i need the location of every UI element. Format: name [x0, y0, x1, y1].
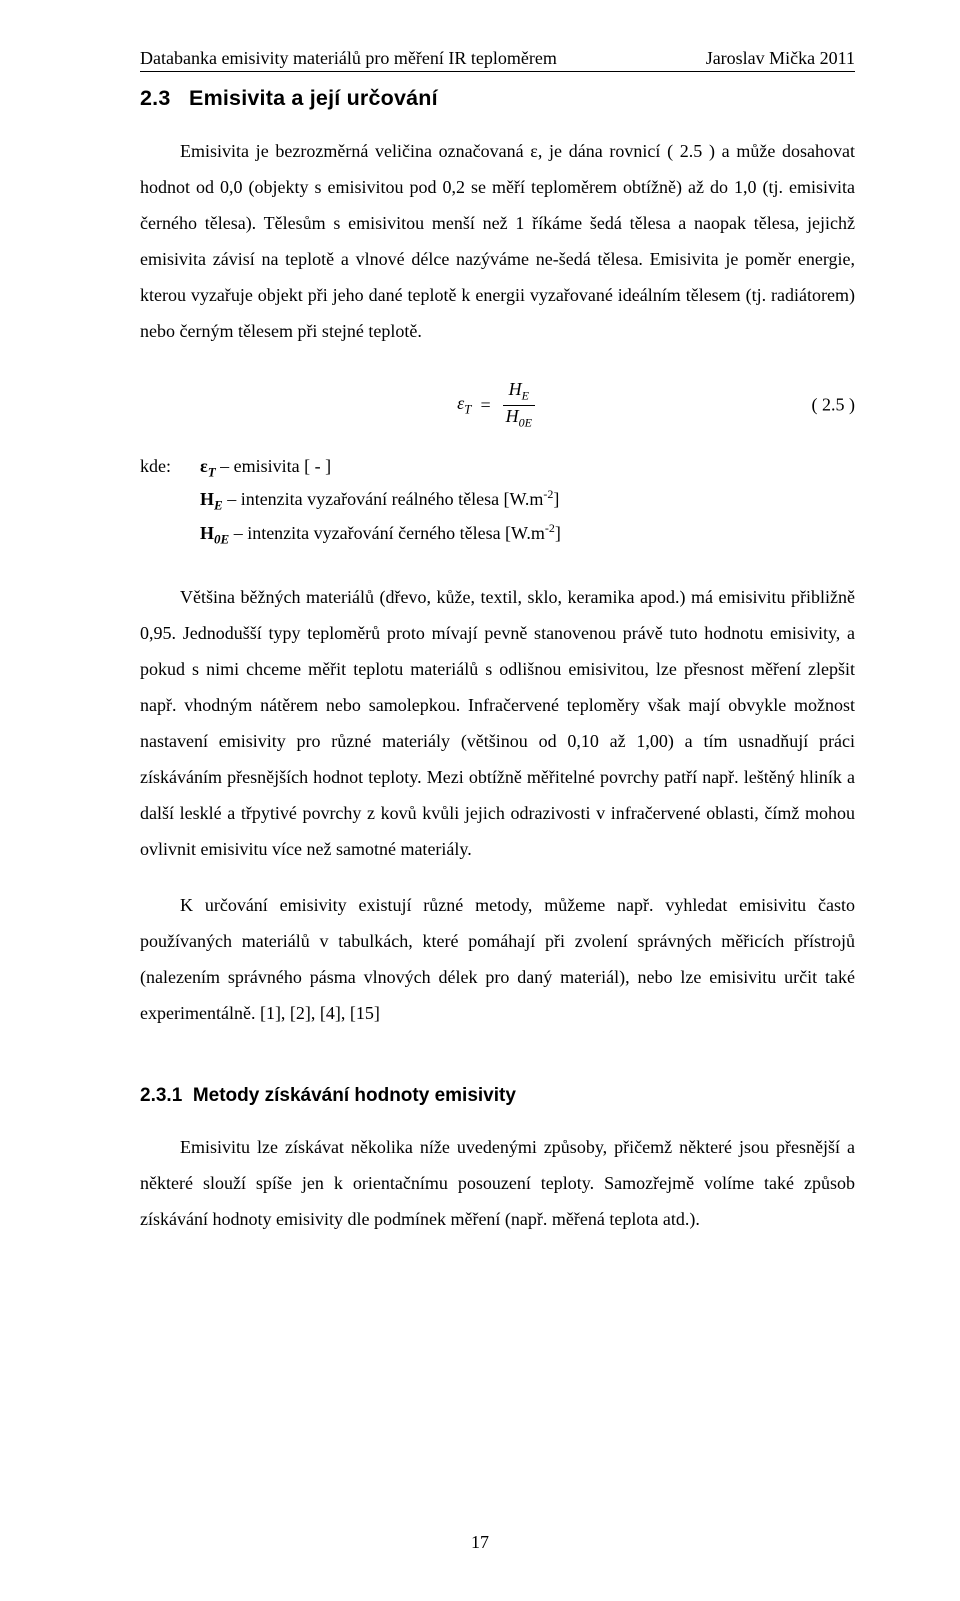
paragraph-materials: Většina běžných materiálů (dřevo, kůže, …: [140, 579, 855, 867]
equation-2-5: εT = HE H0E ( 2.5 ): [140, 369, 855, 441]
header-right: Jaroslav Mička 2011: [706, 48, 855, 69]
paragraph-subsection: Emisivitu lze získávat několika níže uve…: [140, 1129, 855, 1237]
def-row-HE: HE – intenzita vyzařování reálného těles…: [200, 484, 855, 517]
subsection-number: 2.3.1: [140, 1085, 182, 1106]
section-heading: 2.3 Emisivita a její určování: [140, 86, 855, 111]
def-row-epsT: εT – emisivita [ - ]: [200, 451, 855, 484]
page-number: 17: [0, 1532, 960, 1553]
num-sym: H: [509, 379, 522, 399]
subsection-title-text: Metody získávání hodnoty emisivity: [193, 1085, 516, 1106]
def2-sym: H: [200, 489, 214, 509]
num-sub: E: [522, 388, 529, 402]
def3-text-a: – intenzita vyzařování černého tělesa [W…: [229, 523, 545, 543]
paragraph-intro: Emisivita je bezrozměrná veličina označo…: [140, 133, 855, 349]
page: Databanka emisivity materiálů pro měření…: [0, 0, 960, 1601]
equation-body: εT = HE H0E: [457, 379, 538, 432]
den-sub: 0E: [519, 415, 532, 429]
subscript-T: T: [464, 401, 471, 416]
def1-text: – emisivita [ - ]: [216, 456, 331, 476]
defs-kde-label: kde:: [140, 451, 200, 484]
paragraph-methods: K určování emisivity existují různé meto…: [140, 887, 855, 1031]
fraction-numerator: HE: [503, 379, 535, 406]
def-row-H0E: H0E – intenzita vyzařování černého těles…: [200, 518, 855, 551]
def2-text-a: – intenzita vyzařování reálného tělesa […: [223, 489, 544, 509]
den-sym: H: [506, 406, 519, 426]
def1-sym: ε: [200, 456, 208, 476]
fraction-denominator: H0E: [500, 406, 538, 432]
def1-sub: T: [208, 465, 216, 480]
variable-definitions: kde: εT – emisivita [ - ] HE – intenzita…: [140, 451, 855, 551]
def3-sub: 0E: [214, 531, 229, 546]
subsection-heading: 2.3.1 Metody získávání hodnoty emisivity: [140, 1085, 855, 1107]
header-left: Databanka emisivity materiálů pro měření…: [140, 48, 557, 69]
def2-sup: -2: [543, 487, 553, 501]
section-title-text: Emisivita a její určování: [189, 86, 438, 110]
fraction: HE H0E: [500, 379, 538, 432]
def3-sym: H: [200, 523, 214, 543]
def3-text-b: ]: [555, 523, 561, 543]
equation-number: ( 2.5 ): [812, 395, 856, 416]
page-header: Databanka emisivity materiálů pro měření…: [140, 48, 855, 72]
section-number: 2.3: [140, 86, 171, 110]
def2-sub: E: [214, 498, 223, 513]
def3-sup: -2: [545, 521, 555, 535]
def2-text-b: ]: [553, 489, 559, 509]
equals-sign: =: [479, 395, 491, 416]
